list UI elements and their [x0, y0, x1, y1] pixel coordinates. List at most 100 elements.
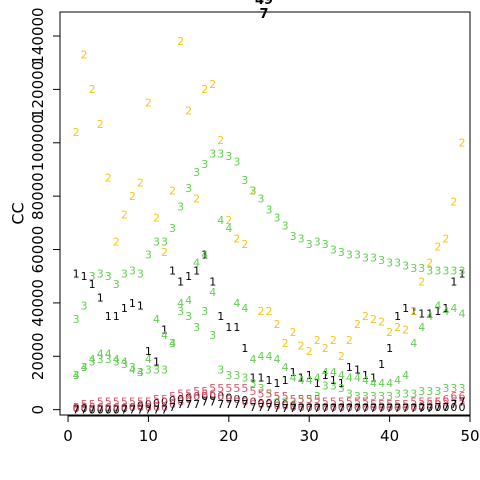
- data-point: 4: [209, 286, 216, 299]
- data-point: 2: [105, 171, 112, 184]
- data-point: 2: [314, 334, 321, 347]
- data-point: 5: [386, 398, 393, 411]
- data-point: 6: [161, 401, 168, 414]
- data-point: 0: [266, 397, 273, 410]
- data-point: 6: [434, 396, 441, 409]
- data-point: 1: [153, 355, 160, 368]
- data-point: 2: [322, 342, 329, 355]
- data-point: 5: [113, 396, 120, 409]
- y-axis-label: CC: [9, 202, 28, 224]
- data-point: 3: [225, 369, 232, 382]
- data-point: 4: [322, 366, 329, 379]
- data-point: 2: [386, 326, 393, 339]
- data-point: 1: [298, 371, 305, 384]
- data-point: 1: [257, 371, 264, 384]
- data-point: 3: [402, 387, 409, 400]
- data-point: 0: [426, 401, 433, 414]
- data-point: 7: [145, 404, 152, 417]
- data-point: 7: [89, 404, 96, 417]
- data-point: 0: [290, 400, 297, 413]
- data-point: 1: [394, 310, 401, 323]
- data-point: 1: [442, 302, 449, 315]
- data-point: 0: [177, 393, 184, 406]
- data-point: 6: [306, 401, 313, 414]
- data-point: 7: [370, 402, 377, 415]
- data-point: 0: [362, 401, 369, 414]
- data-point: 2: [97, 118, 104, 131]
- data-point: 5: [442, 396, 449, 409]
- data-point: 7: [97, 404, 104, 417]
- data-point: 1: [225, 321, 232, 334]
- data-point: 1: [97, 291, 104, 304]
- data-point: 3: [209, 329, 216, 342]
- data-point: 7: [241, 398, 248, 411]
- data-point: 6: [266, 398, 273, 411]
- data-point: 6: [89, 401, 96, 414]
- data-point: 3: [442, 382, 449, 395]
- x-tick-label: 10: [139, 427, 158, 445]
- y-tick-label: 80000: [29, 172, 47, 220]
- data-point: 1: [121, 302, 128, 315]
- data-point: 7: [450, 398, 457, 411]
- data-point: 5: [338, 396, 345, 409]
- data-point: 5: [378, 398, 385, 411]
- data-point: 6: [346, 401, 353, 414]
- data-point: 2: [217, 134, 224, 147]
- data-point: 4: [201, 249, 208, 262]
- data-point: 7: [282, 402, 289, 415]
- data-point: 5: [290, 393, 297, 406]
- data-point: 4: [233, 297, 240, 310]
- data-point: 6: [233, 393, 240, 406]
- data-point: 3: [201, 158, 208, 171]
- data-point: 6: [257, 398, 264, 411]
- data-point: 5: [370, 398, 377, 411]
- data-point: 3: [458, 265, 465, 278]
- data-point: 1: [169, 265, 176, 278]
- data-point: 4: [217, 214, 224, 227]
- data-point: 3: [458, 382, 465, 395]
- data-point: 3: [217, 147, 224, 160]
- data-point: 5: [193, 385, 200, 398]
- data-point: 6: [121, 401, 128, 414]
- data-point: 4: [97, 347, 104, 360]
- data-point: 1: [362, 369, 369, 382]
- data-point: 1: [217, 310, 224, 323]
- data-point: 6: [105, 401, 112, 414]
- data-point: 3: [225, 150, 232, 163]
- data-point: 3: [145, 249, 152, 262]
- data-point: 6: [314, 401, 321, 414]
- data-point: 7: [274, 402, 281, 415]
- data-point: 2: [458, 137, 465, 150]
- data-point: 3: [378, 254, 385, 267]
- data-point: 5: [410, 396, 417, 409]
- data-point: 0: [121, 402, 128, 415]
- data-point: 6: [338, 401, 345, 414]
- data-point: 7: [105, 404, 112, 417]
- data-point: 1: [249, 371, 256, 384]
- data-point: 4: [81, 361, 88, 374]
- top-label: 49: [255, 0, 273, 8]
- data-point: 7: [73, 404, 80, 417]
- data-point: 6: [354, 401, 361, 414]
- data-point: 2: [362, 310, 369, 323]
- data-point: 4: [450, 302, 457, 315]
- data-point: 1: [266, 374, 273, 387]
- data-point: 6: [282, 400, 289, 413]
- data-point: 7: [137, 404, 144, 417]
- data-point: 0: [314, 401, 321, 414]
- data-point: 3: [249, 185, 256, 198]
- data-point: 1: [402, 302, 409, 315]
- data-point: 5: [450, 396, 457, 409]
- data-point: 4: [185, 294, 192, 307]
- data-point: 6: [386, 401, 393, 414]
- data-point: 3: [201, 305, 208, 318]
- data-point: 5: [97, 396, 104, 409]
- data-point: 6: [362, 401, 369, 414]
- data-point: 0: [97, 404, 104, 417]
- data-point: 3: [402, 259, 409, 272]
- data-point: 1: [346, 361, 353, 374]
